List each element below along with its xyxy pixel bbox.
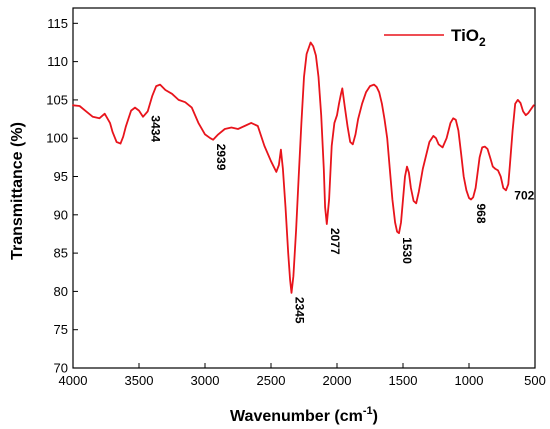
y-tick-label: 95: [54, 169, 68, 184]
y-tick-label: 100: [46, 131, 68, 146]
x-tick-label: 1500: [389, 373, 418, 388]
legend: TiO2: [384, 26, 486, 49]
peak-label: 2939: [214, 144, 228, 171]
peak-label: 968: [474, 204, 488, 224]
x-axis-title: Wavenumber (cm-1): [230, 405, 378, 425]
plot-border: [72, 7, 536, 369]
peak-label: 3434: [149, 115, 163, 142]
y-tick-label: 70: [54, 361, 68, 376]
plot-frame: [72, 7, 536, 369]
x-tick-label: 2000: [323, 373, 352, 388]
legend-label: TiO2: [451, 26, 486, 49]
x-tick-label: 1000: [455, 373, 484, 388]
peak-label: 2345: [293, 297, 307, 324]
x-axis-title-tail: ): [373, 408, 378, 425]
y-tick-label: 105: [46, 92, 68, 107]
peak-label: 702: [514, 188, 534, 202]
x-axis-title-main: Wavenumber (cm: [230, 408, 363, 425]
y-axis-title: Transmittance (%): [9, 122, 26, 260]
x-axis-ticks: 4000 3500 3000 2500 2000 1500 1000 500: [59, 363, 546, 388]
x-tick-label: 4000: [59, 373, 88, 388]
y-axis-ticks: 70 75 80 85 90 95 100 105 110 115: [46, 16, 78, 376]
y-tick-label: 90: [54, 207, 68, 222]
peak-label: 1530: [400, 237, 414, 264]
x-tick-label: 500: [524, 373, 546, 388]
y-tick-label: 110: [47, 54, 68, 69]
series-layer: [72, 41, 535, 294]
y-tick-label: 80: [54, 284, 68, 299]
legend-label-sub: 2: [479, 35, 486, 49]
y-tick-label: 85: [54, 246, 68, 261]
x-axis-title-sup: -1: [363, 405, 373, 417]
x-tick-label: 3500: [125, 373, 154, 388]
y-tick-label: 75: [54, 322, 68, 337]
series-line: [72, 41, 535, 294]
peak-label: 2077: [328, 228, 342, 255]
x-tick-label: 3000: [191, 373, 220, 388]
legend-label-main: TiO: [451, 26, 479, 45]
y-tick-label: 115: [47, 16, 68, 31]
x-tick-label: 2500: [257, 373, 286, 388]
annotations: 3434 2939 2345 2077 1530 968 702: [149, 115, 535, 324]
